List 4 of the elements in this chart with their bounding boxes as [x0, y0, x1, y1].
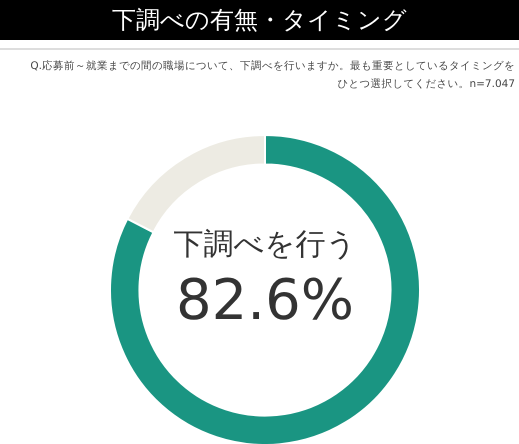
data-label: 82.6% — [176, 268, 354, 333]
slice-label: 下調べを行う — [174, 227, 356, 262]
chart-subtitle: Q.応募前～就業までの間の職場について、下調べを行いますか。最も重要としているタイミングをひとつ選択してください。n=7.047 — [30, 59, 515, 90]
chart-title: 下調べの有無・タイミング — [112, 6, 407, 34]
